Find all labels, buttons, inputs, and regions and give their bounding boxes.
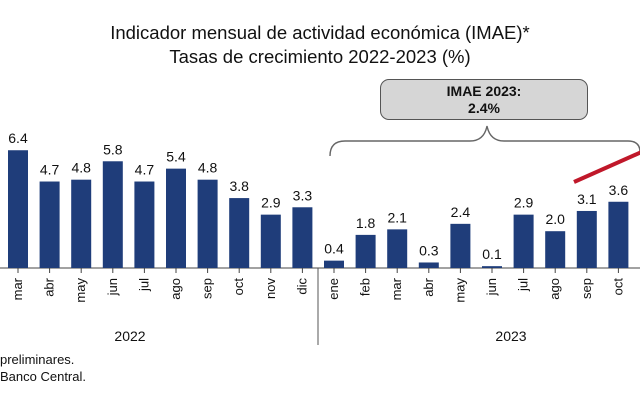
- bar-4: [134, 181, 155, 268]
- data-label-9: 3.3: [293, 187, 313, 203]
- data-label-16: 2.9: [514, 195, 534, 211]
- bar-16: [513, 214, 534, 268]
- category-label-5: ago: [168, 278, 183, 300]
- category-label-13: abr: [421, 277, 436, 296]
- bar-8: [260, 214, 281, 268]
- category-label-17: ago: [547, 278, 562, 300]
- bar-17: [545, 231, 566, 268]
- bar-12: [387, 229, 408, 268]
- year-label-2022: 2022: [114, 328, 145, 344]
- bar-3: [102, 161, 123, 268]
- data-label-18: 3.1: [577, 191, 597, 207]
- footnote-preliminary: preliminares.: [0, 352, 75, 367]
- category-label-0: mar: [10, 277, 25, 300]
- data-label-12: 2.1: [387, 209, 407, 225]
- category-label-4: jul: [136, 278, 151, 292]
- bar-18: [576, 210, 597, 268]
- category-label-12: mar: [389, 277, 404, 300]
- data-label-6: 4.8: [198, 160, 218, 176]
- bar-5: [166, 168, 186, 268]
- bar-1: [39, 181, 60, 268]
- data-label-11: 1.8: [356, 215, 376, 231]
- category-label-9: dic: [294, 278, 309, 295]
- trend-line: [573, 150, 640, 184]
- chart-subtitle: Tasas de crecimiento 2022-2023 (%): [169, 46, 471, 67]
- data-label-2: 4.8: [71, 160, 91, 176]
- category-label-1: abr: [42, 277, 57, 296]
- data-label-13: 0.3: [419, 242, 439, 258]
- category-label-8: nov: [263, 278, 278, 299]
- data-label-4: 4.7: [135, 162, 155, 178]
- bar-10: [324, 260, 344, 268]
- year-2023-bracket: [329, 125, 640, 157]
- bar-7: [229, 198, 250, 268]
- data-label-1: 4.7: [40, 162, 60, 178]
- data-label-3: 5.8: [103, 141, 123, 157]
- category-label-3: jun: [105, 278, 120, 296]
- category-label-6: sep: [200, 278, 215, 299]
- category-label-7: oct: [231, 278, 246, 296]
- bar-11: [355, 234, 376, 268]
- bar-6: [197, 179, 218, 268]
- data-label-15: 0.1: [482, 246, 502, 262]
- bar-2: [71, 179, 92, 268]
- data-label-19: 3.6: [609, 182, 629, 198]
- data-label-17: 2.0: [545, 211, 565, 227]
- callout-value: 2.4%: [468, 100, 500, 116]
- bar-15: [482, 266, 502, 268]
- bar-9: [292, 207, 313, 268]
- category-label-2: may: [73, 278, 88, 303]
- chart-title: Indicador mensual de actividad económica…: [110, 22, 530, 43]
- data-label-7: 3.8: [229, 178, 249, 194]
- data-label-0: 6.4: [8, 130, 28, 146]
- data-label-8: 2.9: [261, 195, 281, 211]
- bar-13: [418, 262, 439, 268]
- bar-19: [608, 201, 629, 268]
- bar-14: [450, 223, 471, 268]
- category-label-15: jun: [484, 278, 499, 296]
- bar-0: [8, 150, 28, 268]
- category-label-18: sep: [579, 278, 594, 299]
- category-label-14: may: [452, 278, 467, 303]
- category-label-11: feb: [358, 278, 373, 296]
- category-label-16: jul: [516, 278, 531, 292]
- category-label-19: oct: [610, 278, 625, 296]
- data-label-10: 0.4: [324, 241, 344, 257]
- footnote-source: Banco Central.: [0, 369, 86, 384]
- callout-label: IMAE 2023:: [446, 83, 522, 99]
- year-label-2023: 2023: [495, 328, 526, 344]
- annual-growth-callout: IMAE 2023: 2.4%: [380, 79, 588, 120]
- data-label-14: 2.4: [451, 204, 471, 220]
- data-label-5: 5.4: [166, 149, 186, 165]
- category-label-10: ene: [326, 278, 341, 300]
